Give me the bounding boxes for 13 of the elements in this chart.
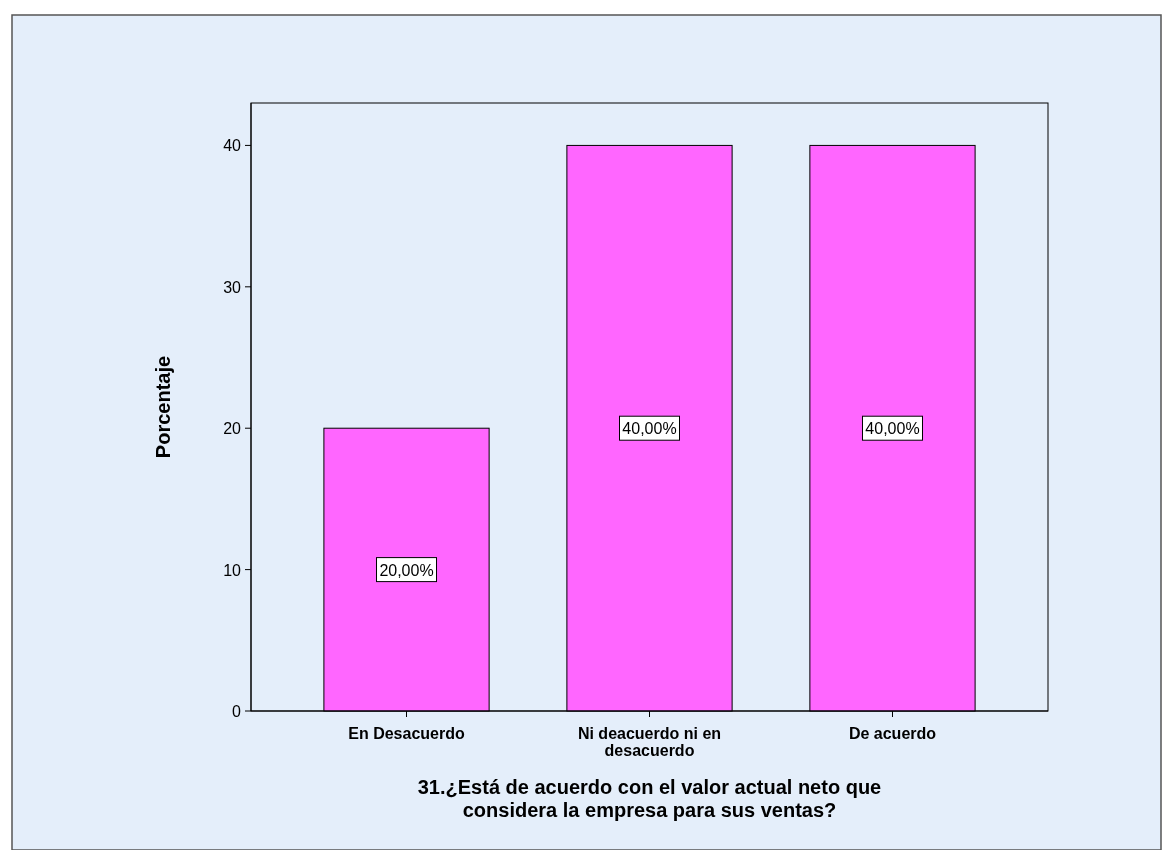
y-tick-label: 40 [223, 137, 242, 155]
y-tick-label: 30 [223, 278, 242, 296]
y-axis-title: Porcentaje [152, 355, 174, 459]
data-label: 40,00% [865, 420, 920, 438]
x-tick-label: Ni deacuerdo ni en desacuerdo [577, 725, 722, 759]
x-tick-label: En Desacuerdo [348, 725, 465, 742]
y-tick-label: 10 [223, 561, 242, 579]
y-tick-label: 0 [232, 703, 242, 720]
x-axis-title: 31.¿Está de acuerdo con el valor actual neto que considera la empresa para sus ventas? [417, 776, 882, 821]
data-label: 20,00% [379, 561, 434, 579]
x-tick-label: De acuerdo [848, 725, 937, 742]
y-tick-label: 20 [223, 420, 242, 438]
data-label: 40,00% [622, 420, 677, 438]
